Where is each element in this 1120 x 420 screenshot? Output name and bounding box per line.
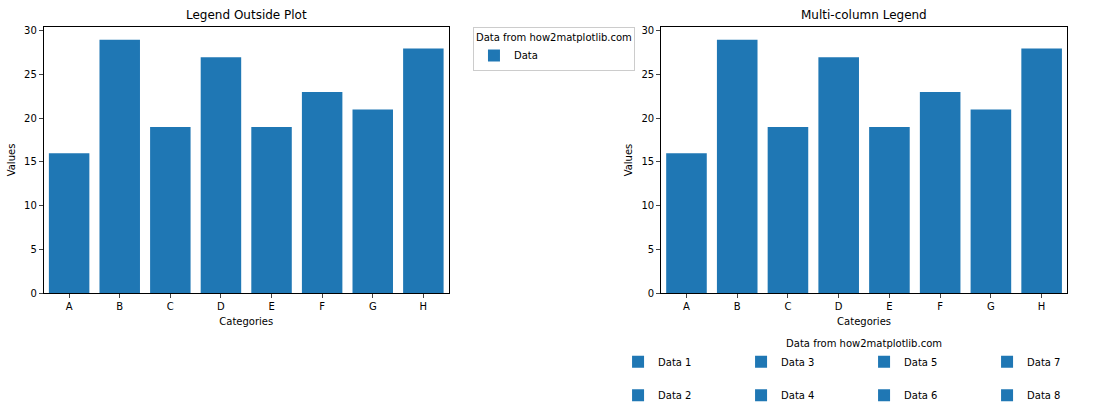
svg-text:H: H (420, 301, 428, 312)
svg-text:30: 30 (24, 25, 37, 36)
svg-text:Data: Data (514, 50, 538, 61)
svg-text:0: 0 (648, 288, 654, 299)
svg-text:G: G (369, 301, 377, 312)
svg-text:C: C (784, 301, 791, 312)
svg-text:Data from how2matplotlib.com: Data from how2matplotlib.com (786, 338, 942, 349)
svg-text:5: 5 (30, 244, 36, 255)
svg-text:25: 25 (641, 69, 654, 80)
svg-text:C: C (167, 301, 174, 312)
svg-text:Values: Values (6, 144, 17, 177)
svg-text:20: 20 (24, 113, 37, 124)
svg-text:F: F (937, 301, 943, 312)
svg-text:Data 4: Data 4 (781, 390, 814, 401)
svg-text:B: B (734, 301, 741, 312)
svg-text:A: A (66, 301, 73, 312)
svg-text:Data 3: Data 3 (781, 357, 814, 368)
svg-text:D: D (217, 301, 225, 312)
svg-text:F: F (319, 301, 325, 312)
svg-text:Data 8: Data 8 (1027, 390, 1060, 401)
svg-text:Data 7: Data 7 (1027, 357, 1060, 368)
svg-text:30: 30 (641, 25, 654, 36)
svg-text:D: D (835, 301, 843, 312)
svg-text:20: 20 (641, 113, 654, 124)
svg-text:Data from how2matplotlib.com: Data from how2matplotlib.com (476, 32, 632, 43)
svg-text:0: 0 (30, 288, 36, 299)
svg-text:H: H (1038, 301, 1046, 312)
svg-text:Categories: Categories (219, 316, 273, 327)
svg-text:Data 6: Data 6 (904, 390, 937, 401)
svg-text:E: E (268, 301, 274, 312)
svg-text:G: G (987, 301, 995, 312)
svg-text:A: A (683, 301, 690, 312)
svg-text:25: 25 (24, 69, 37, 80)
svg-text:Multi-column Legend: Multi-column Legend (801, 8, 927, 22)
svg-text:15: 15 (641, 156, 654, 167)
svg-text:B: B (116, 301, 123, 312)
svg-text:Data 1: Data 1 (658, 357, 691, 368)
svg-text:Categories: Categories (837, 316, 891, 327)
svg-text:Data 5: Data 5 (904, 357, 937, 368)
svg-text:10: 10 (641, 200, 654, 211)
svg-text:5: 5 (648, 244, 654, 255)
svg-text:15: 15 (24, 156, 37, 167)
svg-text:Values: Values (623, 144, 634, 177)
svg-text:Data 2: Data 2 (658, 390, 691, 401)
svg-text:E: E (886, 301, 892, 312)
svg-text:Legend Outside Plot: Legend Outside Plot (186, 8, 307, 22)
svg-text:10: 10 (24, 200, 37, 211)
